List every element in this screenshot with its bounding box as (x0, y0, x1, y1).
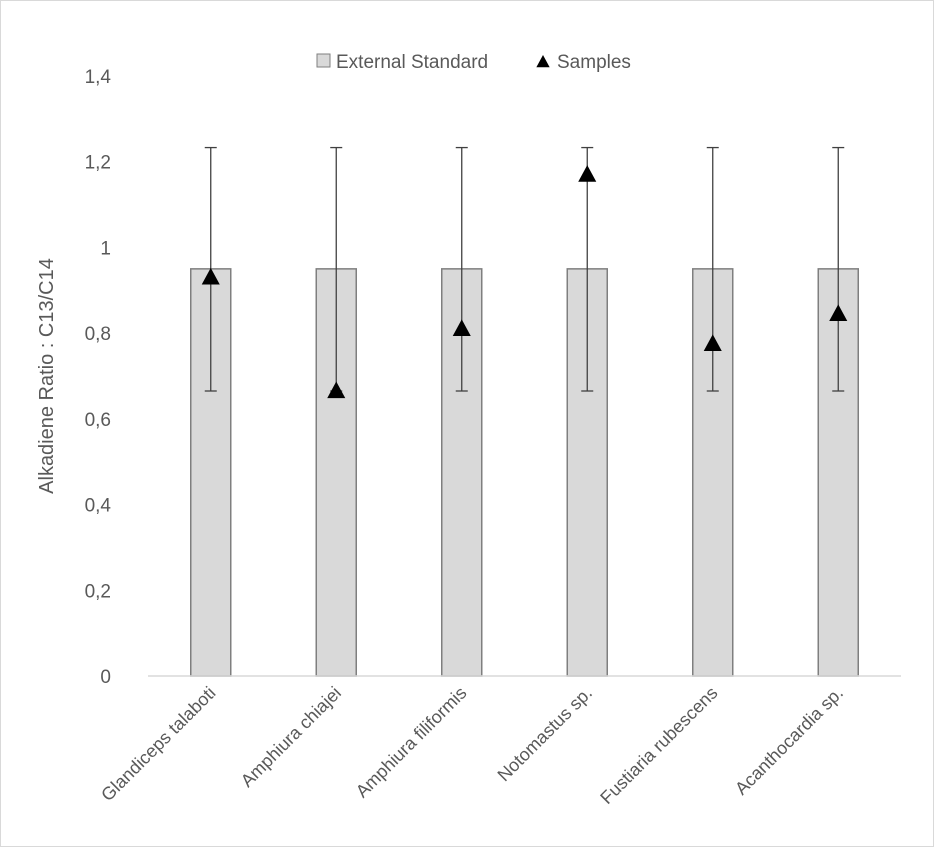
sample-markers (201, 165, 848, 399)
y-tick-label: 1,2 (85, 153, 111, 174)
x-category-label: Acanthocardia sp. (731, 683, 847, 799)
x-category-label: Fustiaria rubescens (596, 683, 721, 808)
y-axis-title: Alkadiene Ratio : C13/C14 (36, 258, 58, 494)
y-axis-ticks: 0 0,2 0,4 0,6 0,8 1 1,2 1,4 (85, 67, 112, 688)
sample-marker (327, 381, 346, 399)
y-tick-label: 0,8 (85, 324, 111, 345)
y-tick-label: 1 (100, 238, 111, 259)
legend-swatch-external-standard (316, 53, 331, 68)
x-category-label: Amphiura chiajei (237, 683, 345, 791)
error-bars (204, 146, 845, 392)
legend-label-samples: Samples (557, 52, 631, 73)
x-category-label: Glandiceps talaboti (97, 683, 219, 805)
legend: External Standard Samples (316, 52, 631, 73)
sample-marker (829, 304, 848, 321)
y-tick-label: 0,2 (85, 581, 111, 602)
y-tick-label: 0 (100, 667, 111, 688)
sample-marker (578, 165, 597, 182)
x-category-label: Amphiura filiformis (352, 683, 471, 802)
legend-swatch-samples (536, 55, 550, 68)
legend-label-external-standard: External Standard (336, 52, 488, 73)
y-tick-label: 0,4 (85, 496, 112, 517)
bars (190, 268, 859, 677)
sample-marker (201, 267, 220, 285)
y-tick-label: 0,6 (85, 410, 111, 431)
bar-external-standard (566, 268, 608, 677)
x-axis-labels: Glandiceps talaboti Amphiura chiajei Amphi… (97, 683, 847, 808)
sample-marker (703, 334, 722, 351)
x-category-label: Notomastus sp. (494, 683, 597, 786)
y-tick-label: 1,4 (85, 67, 112, 88)
sample-marker (452, 319, 471, 336)
